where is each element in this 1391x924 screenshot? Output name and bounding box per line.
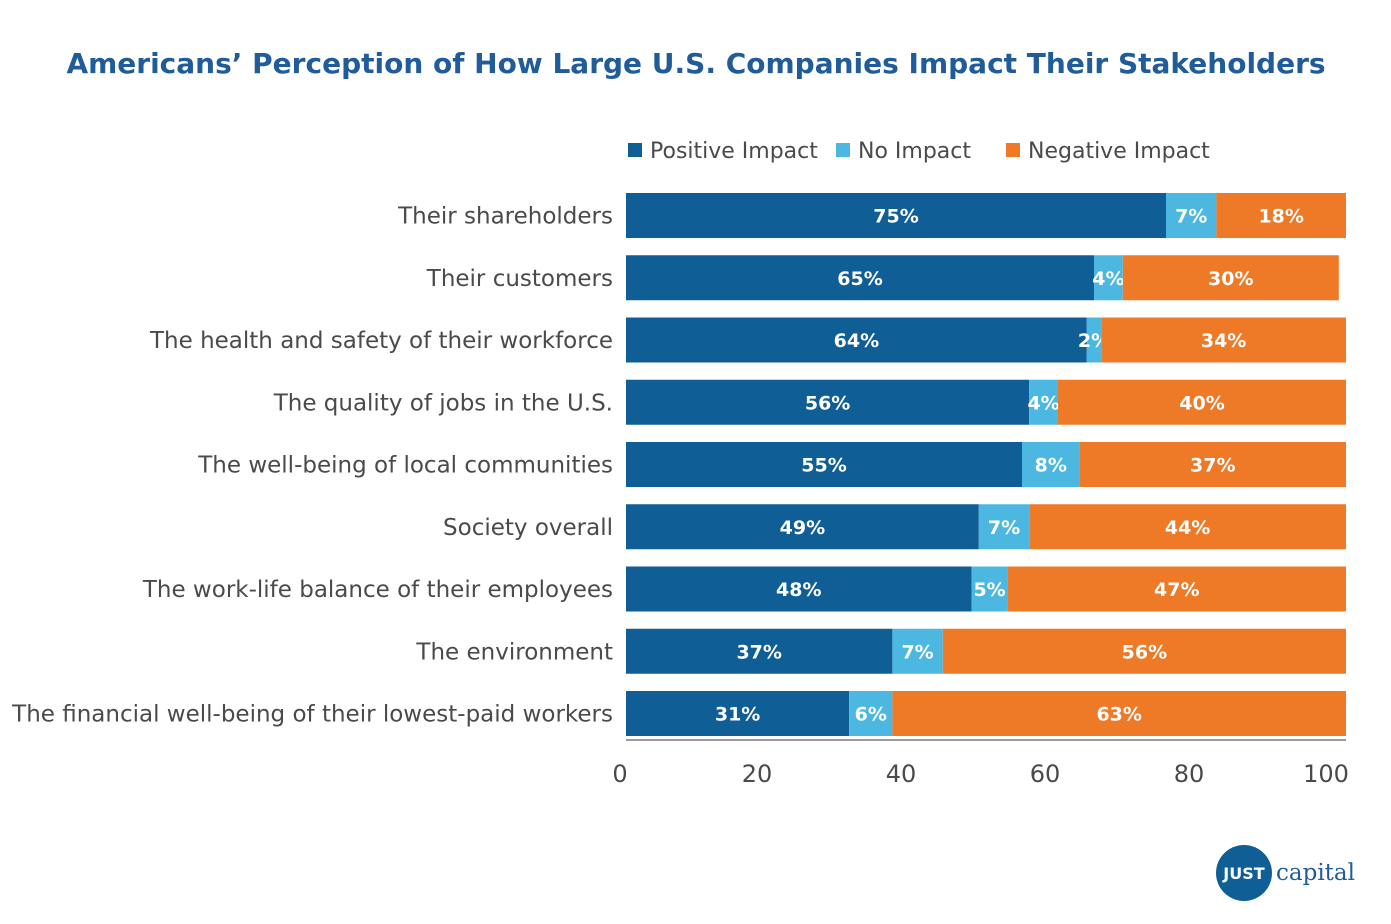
just-capital-logo: JUST capital xyxy=(1216,845,1355,901)
bar-positive-impact-8 xyxy=(626,628,893,674)
x-tick-label-60: 60 xyxy=(1030,760,1061,788)
bar-no-impact-2 xyxy=(1094,255,1123,301)
data-label-no-impact-9: 6% xyxy=(855,704,887,726)
logo-circle xyxy=(1216,845,1272,901)
data-label-positive-impact-6: 49% xyxy=(780,517,825,539)
bar-no-impact-6 xyxy=(978,504,1030,550)
legend-swatch-no-impact xyxy=(836,143,850,157)
data-label-negative-impact-9: 63% xyxy=(1096,704,1141,726)
data-label-positive-impact-4: 56% xyxy=(805,392,850,414)
category-label-3: The health and safety of their workforce xyxy=(149,328,613,354)
data-label-no-impact-4: 4% xyxy=(1027,392,1059,414)
legend-swatch-negative-impact xyxy=(1006,143,1020,157)
data-label-positive-impact-5: 55% xyxy=(801,455,846,477)
bar-negative-impact-7 xyxy=(1007,566,1346,612)
category-label-6: Society overall xyxy=(443,515,613,541)
bar-positive-impact-5 xyxy=(626,442,1022,487)
data-label-negative-impact-8: 56% xyxy=(1122,641,1167,663)
bar-negative-impact-4 xyxy=(1058,379,1346,425)
bar-negative-impact-3 xyxy=(1101,317,1346,363)
category-label-5: The well-being of local communities xyxy=(197,453,613,479)
category-label-7: The work-life balance of their employees xyxy=(142,577,613,603)
bar-positive-impact-7 xyxy=(626,566,972,612)
data-label-no-impact-1: 7% xyxy=(1175,206,1207,228)
data-label-negative-impact-3: 34% xyxy=(1201,330,1246,352)
bar-positive-impact-4 xyxy=(626,379,1030,425)
bar-negative-impact-8 xyxy=(942,628,1346,674)
logo-capital-text: capital xyxy=(1276,860,1355,886)
bar-positive-impact-2 xyxy=(626,255,1094,301)
x-tick-label-20: 20 xyxy=(742,760,773,788)
category-label-8: The environment xyxy=(415,639,613,665)
bar-positive-impact-6 xyxy=(626,504,979,550)
x-axis: 0 20 40 60 80 100 xyxy=(612,739,1349,788)
data-label-negative-impact-4: 40% xyxy=(1179,392,1224,414)
data-label-negative-impact-1: 18% xyxy=(1258,206,1303,228)
category-label-4: The quality of jobs in the U.S. xyxy=(273,390,613,416)
x-tick-label-40: 40 xyxy=(886,760,917,788)
bar-no-impact-8 xyxy=(892,628,943,674)
bar-positive-impact-1 xyxy=(626,193,1166,238)
x-tick-label-80: 80 xyxy=(1174,760,1205,788)
bar-negative-impact-1 xyxy=(1216,193,1346,238)
bar-no-impact-5 xyxy=(1022,442,1080,487)
bar-no-impact-7 xyxy=(971,566,1008,612)
data-label-no-impact-6: 7% xyxy=(988,517,1020,539)
data-label-no-impact-2: 4% xyxy=(1092,268,1124,290)
data-label-positive-impact-2: 65% xyxy=(837,268,882,290)
x-tick-label-100: 100 xyxy=(1303,760,1349,788)
chart-title: Americans’ Perception of How Large U.S. … xyxy=(66,47,1325,80)
data-label-positive-impact-1: 75% xyxy=(873,206,918,228)
data-label-negative-impact-7: 47% xyxy=(1154,579,1199,601)
bar-negative-impact-5 xyxy=(1079,442,1346,487)
data-label-positive-impact-3: 64% xyxy=(834,330,879,352)
bar-positive-impact-9 xyxy=(626,691,850,736)
bar-negative-impact-9 xyxy=(892,691,1346,736)
data-label-no-impact-5: 8% xyxy=(1035,455,1067,477)
data-label-positive-impact-8: 37% xyxy=(736,641,781,663)
logo-just-text: JUST xyxy=(1222,864,1264,883)
bar-no-impact-4 xyxy=(1029,379,1058,425)
legend-swatch-positive-impact xyxy=(628,143,642,157)
bar-negative-impact-6 xyxy=(1029,504,1346,550)
data-label-no-impact-7: 5% xyxy=(973,579,1005,601)
legend-label-positive-impact: Positive Impact xyxy=(650,139,818,164)
data-label-negative-impact-6: 44% xyxy=(1165,517,1210,539)
bar-no-impact-9 xyxy=(849,691,893,736)
bar-no-impact-3 xyxy=(1086,317,1102,363)
legend: Positive Impact No Impact Negative Impact xyxy=(628,139,1210,164)
x-tick-label-0: 0 xyxy=(612,760,627,788)
legend-label-no-impact: No Impact xyxy=(858,139,971,164)
data-label-positive-impact-9: 31% xyxy=(715,704,760,726)
bar-positive-impact-3 xyxy=(626,317,1087,363)
data-label-no-impact-8: 7% xyxy=(901,641,933,663)
category-labels: Their shareholders Their customers The hea… xyxy=(11,204,613,728)
data-label-negative-impact-5: 37% xyxy=(1190,455,1235,477)
category-label-1: Their shareholders xyxy=(397,204,613,230)
bar-negative-impact-2 xyxy=(1122,255,1339,301)
category-label-9: The financial well-being of their lowest… xyxy=(11,702,613,728)
bars-group: 75% 7% 18%65% 4% 30%64% 2% 34%56% 4% 40%55% 8% 37%… xyxy=(626,193,1346,736)
data-label-negative-impact-2: 30% xyxy=(1208,268,1253,290)
legend-label-negative-impact: Negative Impact xyxy=(1028,139,1210,164)
category-label-2: Their customers xyxy=(426,266,613,292)
bar-no-impact-1 xyxy=(1166,193,1217,238)
data-label-positive-impact-7: 48% xyxy=(776,579,821,601)
